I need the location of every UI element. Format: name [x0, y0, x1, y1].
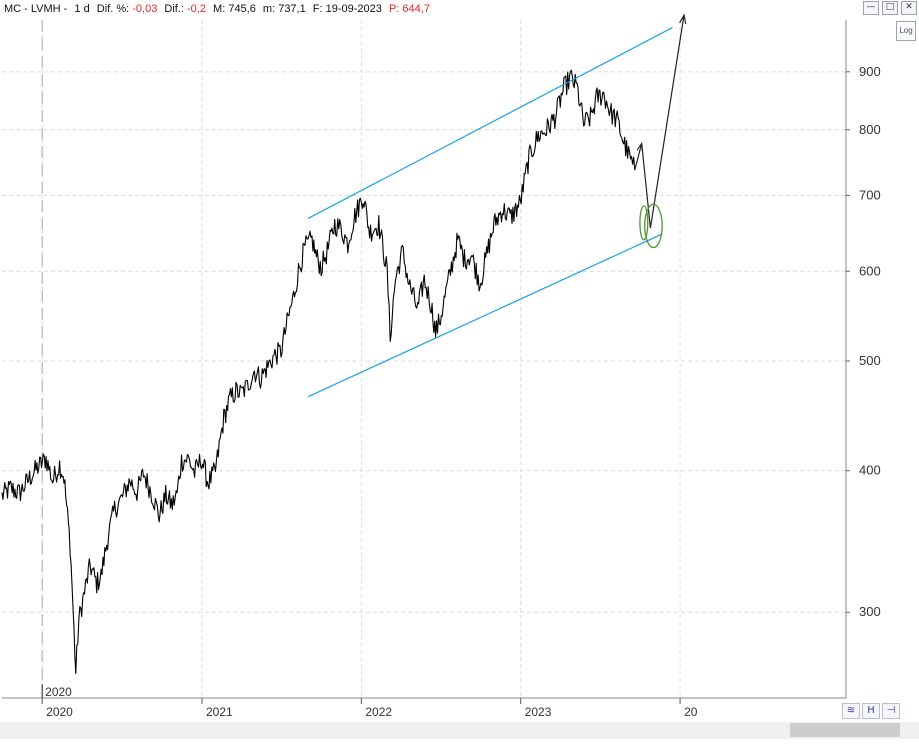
pin-icon[interactable]: ⊣ [882, 703, 900, 719]
target-ellipse [644, 203, 663, 249]
min-value: m: 737,1 [262, 3, 306, 15]
scrollbar-thumb[interactable] [790, 723, 900, 737]
series-layer [1, 13, 687, 675]
ticker-label: MC - LVMH - [4, 3, 68, 15]
y-tick-label: 600 [859, 263, 881, 278]
max-value: M: 745,6 [213, 3, 256, 15]
log-scale-button[interactable]: Log [896, 21, 916, 41]
target-ellipse-inner [639, 205, 649, 241]
h-icon[interactable]: H [862, 703, 880, 719]
price-value: P: 644,7 [388, 3, 430, 15]
price-line [1, 69, 636, 675]
projection-arrow-line [634, 15, 685, 229]
wave-icon[interactable]: ≋ [842, 703, 860, 719]
x-tick-label: 2021 [206, 705, 233, 719]
y-tick-label: 400 [859, 463, 881, 478]
dif-pct-label: Dif. %: [96, 3, 130, 15]
window-controls: — □ ✕ [863, 1, 917, 15]
interval-label: 1 d [74, 3, 90, 15]
year-marker-label: 2020 [45, 685, 72, 699]
dif-pct-value: -0,03 [132, 3, 158, 15]
maximize-icon[interactable]: □ [882, 1, 898, 15]
channel-upper-line [307, 26, 673, 219]
y-tick-label: 500 [859, 353, 881, 368]
bottom-right-controls: ≋ H ⊣ [842, 703, 900, 719]
x-tick-label: 2022 [365, 705, 392, 719]
channel-lower-line [307, 233, 662, 398]
y-tick-label: 700 [859, 187, 881, 202]
close-icon[interactable]: ✕ [901, 1, 917, 15]
y-tick-label: 800 [859, 122, 881, 137]
projection-arrow-head [679, 13, 687, 25]
projection-arrow-head-small [636, 141, 643, 152]
chart-header: MC - LVMH - 1 d Dif. %: -0,03 Dif.: -0,2… [4, 3, 430, 15]
y-tick-label: 900 [859, 64, 881, 79]
x-tick-label: 2020 [46, 705, 73, 719]
date-value: F: 19-09-2023 [312, 3, 382, 15]
y-tick-label: 300 [859, 604, 881, 619]
minimize-icon[interactable]: — [863, 1, 879, 15]
dif-value: -0,2 [187, 3, 206, 15]
x-tick-label: 2023 [525, 705, 552, 719]
grid-layer [2, 20, 846, 698]
x-tick-label: 20 [684, 705, 698, 719]
dif-label: Dif.: [164, 3, 184, 15]
horizontal-scrollbar[interactable] [0, 722, 919, 739]
